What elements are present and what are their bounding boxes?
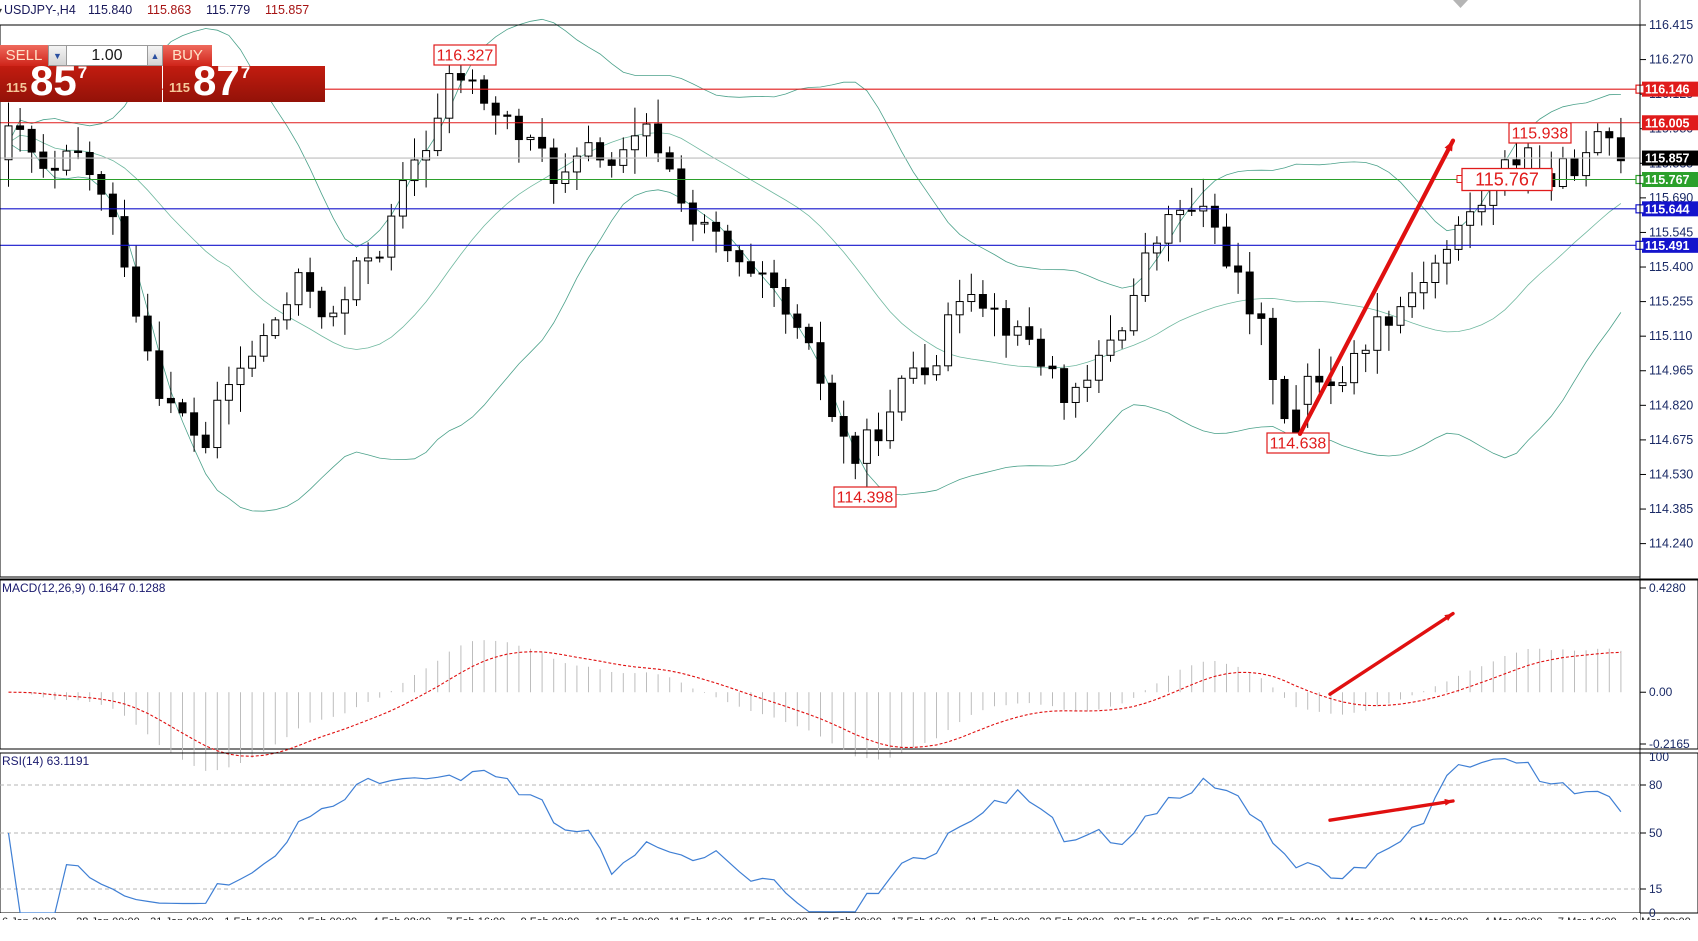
svg-text:28 Feb 08:00: 28 Feb 08:00: [1262, 916, 1327, 920]
svg-text:15: 15: [1649, 882, 1663, 896]
svg-text:50: 50: [1649, 826, 1663, 840]
svg-text:115.863: 115.863: [147, 3, 191, 17]
svg-text:15 Feb 00:00: 15 Feb 00:00: [743, 916, 808, 920]
svg-text:114.675: 114.675: [1649, 433, 1693, 447]
svg-text:115.840: 115.840: [88, 3, 132, 17]
svg-text:115.255: 115.255: [1649, 295, 1693, 309]
svg-text:3 Mar 00:00: 3 Mar 00:00: [1410, 916, 1469, 920]
svg-text:4 Feb 08:00: 4 Feb 08:00: [372, 916, 431, 920]
svg-text:16 Feb 08:00: 16 Feb 08:00: [817, 916, 882, 920]
svg-text:MACD(12,26,9) 0.1647 0.1288: MACD(12,26,9) 0.1647 0.1288: [2, 581, 166, 595]
svg-text:7 Feb 16:00: 7 Feb 16:00: [447, 916, 506, 920]
svg-text:115.857: 115.857: [1645, 152, 1690, 166]
svg-text:17 Feb 16:00: 17 Feb 16:00: [891, 916, 956, 920]
svg-text:115.400: 115.400: [1649, 260, 1693, 274]
svg-text:115.857: 115.857: [265, 3, 309, 17]
svg-text:116.270: 116.270: [1649, 53, 1693, 67]
svg-text:3 Feb 00:00: 3 Feb 00:00: [298, 916, 357, 920]
svg-text:80: 80: [1649, 778, 1663, 792]
svg-text:▾: ▾: [0, 6, 2, 17]
svg-text:100: 100: [1649, 750, 1669, 764]
svg-text:114.385: 114.385: [1649, 502, 1693, 516]
svg-text:116.327: 116.327: [437, 48, 494, 65]
svg-text:USDJPY-,H4: USDJPY-,H4: [4, 3, 76, 17]
svg-text:114.530: 114.530: [1649, 467, 1693, 481]
svg-text:115.110: 115.110: [1649, 329, 1692, 343]
svg-text:25 Feb 00:00: 25 Feb 00:00: [1187, 916, 1252, 920]
svg-text:115.767: 115.767: [1645, 173, 1690, 187]
svg-text:31 Jan 08:00: 31 Jan 08:00: [150, 916, 214, 920]
svg-text:6 Jan 2022: 6 Jan 2022: [2, 916, 56, 920]
svg-text:21 Feb 00:00: 21 Feb 00:00: [965, 916, 1030, 920]
svg-text:0.4280: 0.4280: [1649, 581, 1686, 595]
svg-text:9 Feb 00:00: 9 Feb 00:00: [521, 916, 580, 920]
svg-text:116.415: 116.415: [1649, 18, 1693, 32]
svg-text:115.545: 115.545: [1649, 225, 1693, 239]
svg-text:115.779: 115.779: [206, 3, 250, 17]
svg-text:0.00: 0.00: [1649, 685, 1673, 699]
svg-text:28 Jan 00:00: 28 Jan 00:00: [76, 916, 140, 920]
svg-text:115.767: 115.767: [1475, 170, 1539, 190]
svg-text:4 Mar 08:00: 4 Mar 08:00: [1484, 916, 1543, 920]
svg-text:22 Feb 08:00: 22 Feb 08:00: [1039, 916, 1104, 920]
svg-text:114.638: 114.638: [1270, 436, 1327, 453]
svg-text:114.965: 114.965: [1649, 364, 1693, 378]
svg-text:7 Mar 16:00: 7 Mar 16:00: [1558, 916, 1617, 920]
svg-text:11 Feb 16:00: 11 Feb 16:00: [669, 916, 733, 920]
svg-text:1 Mar 16:00: 1 Mar 16:00: [1336, 916, 1395, 920]
svg-text:-0.2165: -0.2165: [1649, 737, 1690, 751]
svg-text:1 Feb 16:00: 1 Feb 16:00: [224, 916, 283, 920]
svg-text:23 Feb 16:00: 23 Feb 16:00: [1113, 916, 1178, 920]
svg-text:9 Mar 00:00: 9 Mar 00:00: [1632, 916, 1691, 920]
svg-text:RSI(14) 63.1191: RSI(14) 63.1191: [2, 754, 89, 768]
svg-text:114.398: 114.398: [837, 490, 894, 507]
svg-text:114.820: 114.820: [1649, 398, 1693, 412]
svg-text:115.491: 115.491: [1645, 239, 1690, 253]
svg-text:115.644: 115.644: [1645, 202, 1690, 216]
svg-text:114.240: 114.240: [1649, 537, 1693, 551]
svg-text:10 Feb 08:00: 10 Feb 08:00: [595, 916, 660, 920]
svg-text:116.005: 116.005: [1645, 116, 1690, 130]
svg-text:115.938: 115.938: [1512, 126, 1569, 143]
svg-text:116.146: 116.146: [1645, 83, 1690, 97]
